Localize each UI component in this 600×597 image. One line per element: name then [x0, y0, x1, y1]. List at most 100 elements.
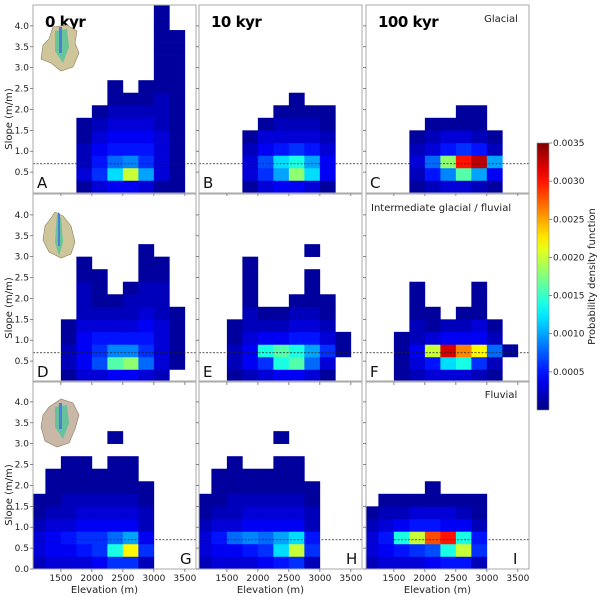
heatmap-cells — [366, 481, 488, 569]
heatmap-cell — [107, 356, 124, 370]
heatmap-cell — [393, 493, 410, 507]
panel-frame — [365, 193, 530, 383]
heatmap-cell — [486, 180, 503, 193]
heatmap-cell — [486, 142, 503, 156]
heatmap-cell — [424, 543, 441, 557]
heatmap-cells — [33, 431, 155, 569]
heatmap-cell — [122, 344, 139, 358]
heatmap-cell — [257, 319, 274, 333]
heatmap-cell — [378, 543, 395, 557]
heatmap-cell — [409, 130, 426, 144]
heatmap-cell — [424, 117, 441, 131]
heatmap-cell — [378, 506, 395, 520]
heatmap-cell — [409, 356, 426, 370]
heatmap-cell — [153, 5, 170, 18]
panel-frame — [198, 4, 363, 194]
heatmap-cell — [257, 344, 274, 358]
heatmap-cell — [440, 142, 457, 156]
heatmap-cell — [288, 344, 305, 358]
x-tick-label: 3500 — [506, 574, 529, 584]
heatmap-cell — [273, 117, 290, 131]
glacier-channel — [59, 27, 62, 53]
panel-letter: H — [346, 550, 357, 568]
heatmap-cell — [319, 130, 336, 144]
heatmap-cell — [91, 294, 108, 308]
heatmap-cell — [319, 319, 336, 333]
heatmap-cell — [288, 493, 305, 507]
heatmap-cell — [304, 130, 321, 144]
heatmap-cells — [76, 5, 186, 193]
y-tick-label: 2.0 — [15, 294, 30, 304]
heatmap-cell — [424, 306, 441, 320]
heatmap-cell — [455, 493, 472, 507]
panel-letter: F — [370, 363, 379, 381]
heatmap-cell — [76, 167, 93, 181]
heatmap-cell — [76, 506, 93, 520]
heatmap-cell — [153, 180, 170, 193]
x-tick-label: 3500 — [173, 574, 196, 584]
heatmap-cell — [153, 269, 170, 283]
heatmap-cell — [424, 518, 441, 532]
heatmap-cell — [138, 244, 155, 257]
y-tick-label: 2.0 — [15, 481, 30, 491]
heatmap-cell — [45, 468, 62, 482]
heatmap-cell — [242, 256, 259, 270]
heatmap-cell — [153, 17, 170, 31]
heatmap-cell — [60, 468, 77, 482]
heatmap-cell — [122, 142, 139, 156]
glacier-channel — [58, 212, 60, 246]
heatmap-cell — [138, 543, 155, 557]
heatmap-cell — [138, 180, 155, 193]
regime-label: Intermediate glacial / fluvial — [371, 203, 511, 214]
heatmap-cell — [257, 356, 274, 370]
heatmap-cell — [242, 356, 259, 370]
heatmap-cell — [288, 531, 305, 545]
heatmap-cell — [122, 556, 139, 569]
heatmap-cell — [273, 518, 290, 532]
heatmap-cell — [273, 456, 290, 470]
heatmap-cell — [91, 130, 108, 144]
heatmap-cell — [122, 294, 139, 308]
heatmap-cells — [393, 281, 519, 382]
heatmap-cell — [273, 481, 290, 495]
heatmap-cell — [471, 331, 488, 345]
heatmap-cell — [409, 531, 426, 545]
heatmap-cell — [486, 356, 503, 370]
heatmap-cell — [257, 481, 274, 495]
heatmap-cell — [211, 556, 228, 569]
heatmap-cell — [471, 556, 488, 569]
heatmap-cell — [153, 319, 170, 333]
y-tick-label: 0.5 — [15, 357, 29, 367]
heatmap-cell — [107, 142, 124, 156]
heatmap-cell — [424, 142, 441, 156]
heatmap-cell — [440, 344, 457, 358]
heatmap-cell — [273, 468, 290, 482]
colorbar-tick-label: 0.0020 — [553, 253, 585, 263]
y-tick-label: 0.5 — [15, 544, 29, 554]
heatmap-cell — [304, 531, 321, 545]
heatmap-cell — [409, 155, 426, 169]
heatmap-cell — [107, 468, 124, 482]
y-tick-label: 4.0 — [15, 211, 30, 221]
heatmap-cell — [440, 331, 457, 345]
y-tick-label: 3.5 — [15, 419, 29, 429]
heatmap-cell — [226, 543, 243, 557]
heatmap-cell — [304, 331, 321, 345]
heatmap-cell — [122, 518, 139, 532]
heatmap-cell — [288, 180, 305, 193]
heatmap-cell — [409, 281, 426, 295]
heatmap-cell — [242, 518, 259, 532]
heatmap-cell — [153, 130, 170, 144]
heatmap-cell — [138, 493, 155, 507]
heatmap-cell — [304, 306, 321, 320]
heatmap-cell — [76, 117, 93, 131]
y-tick-label: 0.0 — [15, 565, 30, 575]
heatmap-cell — [471, 105, 488, 119]
heatmap-cell — [393, 531, 410, 545]
colorbar-label: Probability density function — [587, 208, 598, 345]
heatmap-cell — [486, 167, 503, 181]
heatmap-cell — [486, 369, 503, 382]
heatmap-cell — [153, 117, 170, 131]
heatmap-cell — [169, 30, 186, 43]
heatmap-cell — [153, 344, 170, 358]
